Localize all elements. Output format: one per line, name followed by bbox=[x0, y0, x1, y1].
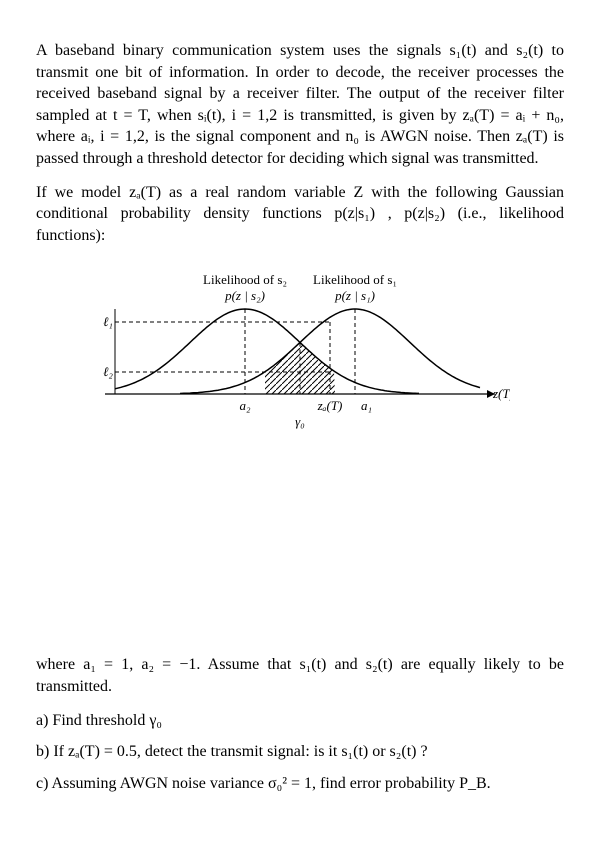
svg-text:a₂: a₂ bbox=[239, 398, 251, 413]
intro-paragraph-2: If we model zₐ(T) as a real random varia… bbox=[36, 182, 564, 247]
intro-paragraph-1: A baseband binary communication system u… bbox=[36, 40, 564, 170]
question-a: a) Find threshold γ₀ bbox=[36, 710, 564, 732]
svg-text:p(z | s₁): p(z | s₁) bbox=[334, 288, 375, 303]
svg-text:γ₀: γ₀ bbox=[295, 414, 305, 429]
svg-text:z(T): z(T) bbox=[492, 386, 510, 401]
svg-text:p(z | s₂): p(z | s₂) bbox=[224, 288, 265, 303]
likelihood-figure: Likelihood of s₂p(z | s₂) Likelihood of s… bbox=[90, 264, 510, 434]
svg-text:zₐ(T): zₐ(T) bbox=[317, 398, 343, 413]
svg-text:Likelihood of s₂: Likelihood of s₂ bbox=[203, 272, 287, 287]
where-paragraph: where a₁ = 1, a₂ = −1. Assume that s₁(t)… bbox=[36, 654, 564, 697]
svg-text:a₁: a₁ bbox=[361, 398, 372, 413]
svg-text:ℓ₁: ℓ₁ bbox=[103, 314, 113, 329]
svg-text:ℓ₂: ℓ₂ bbox=[103, 364, 113, 379]
question-c: c) Assuming AWGN noise variance σ₀² = 1,… bbox=[36, 773, 564, 795]
question-b: b) If zₐ(T) = 0.5, detect the transmit s… bbox=[36, 741, 564, 763]
svg-text:Likelihood of s₁: Likelihood of s₁ bbox=[313, 272, 397, 287]
